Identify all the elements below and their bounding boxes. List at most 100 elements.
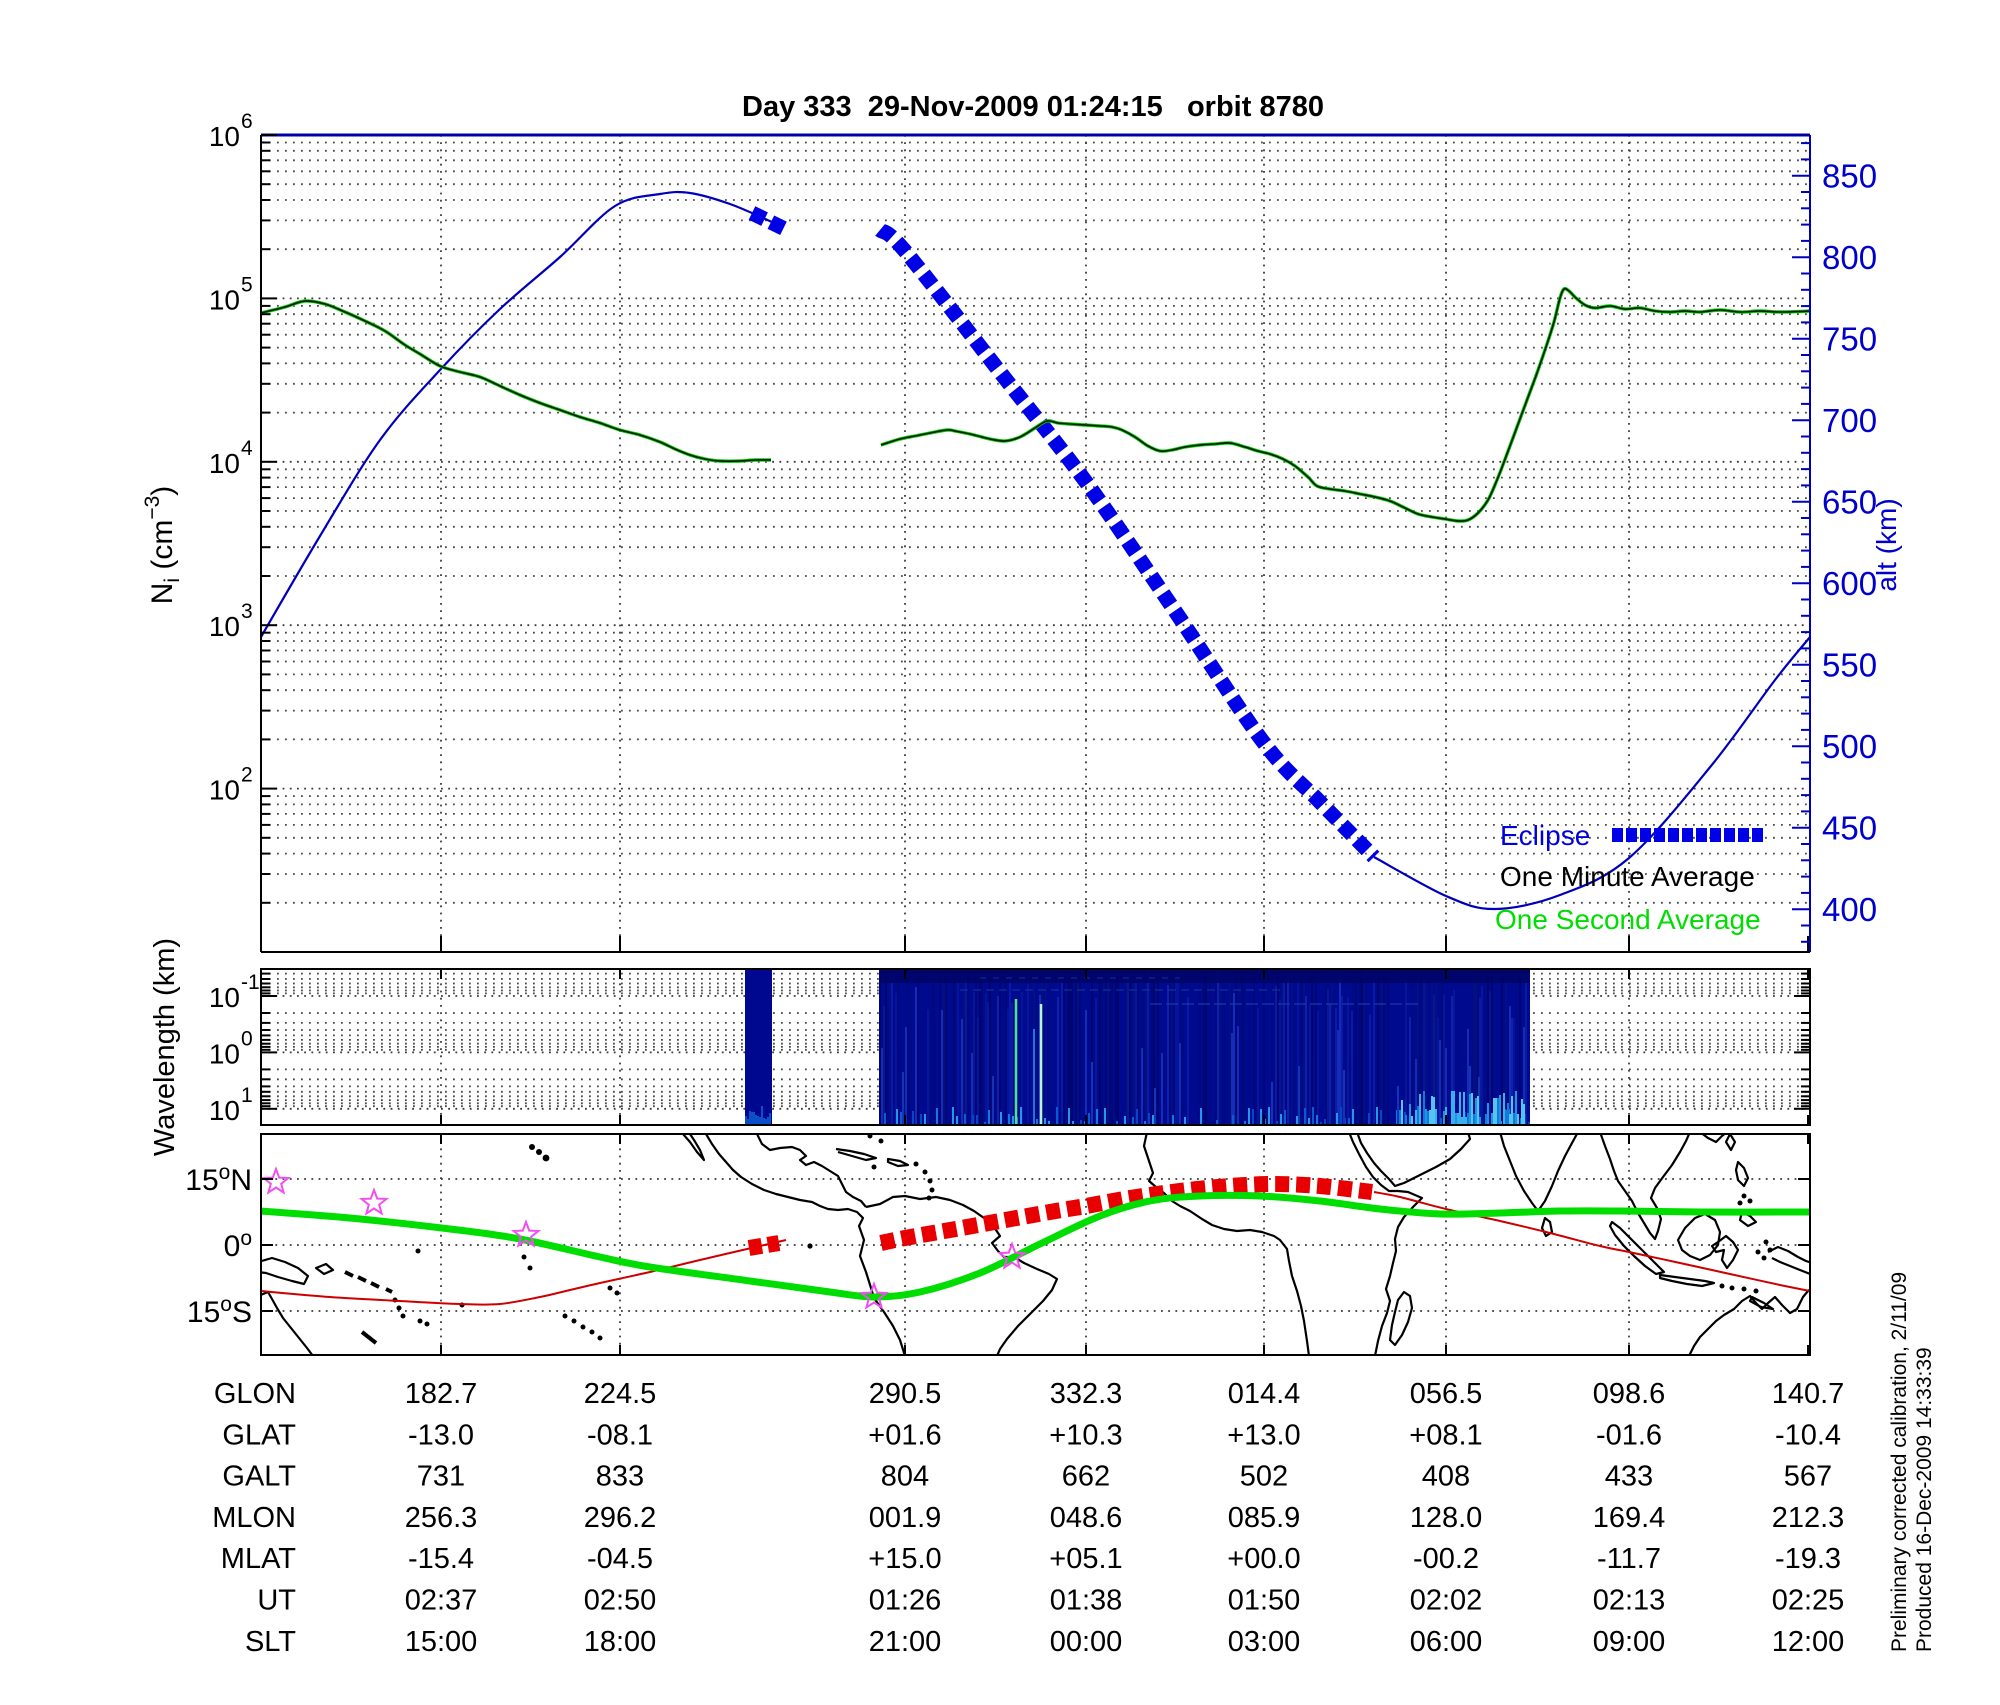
svg-text:048.6: 048.6 bbox=[1050, 1502, 1123, 1534]
svg-text:-11.7: -11.7 bbox=[1597, 1543, 1661, 1575]
svg-text:+15.0: +15.0 bbox=[868, 1543, 941, 1575]
svg-text:10: 10 bbox=[209, 611, 240, 642]
svg-text:6: 6 bbox=[241, 110, 253, 133]
svg-text:001.9: 001.9 bbox=[869, 1502, 942, 1534]
svg-text:12:00: 12:00 bbox=[1772, 1626, 1845, 1658]
svg-text:GLAT: GLAT bbox=[222, 1419, 296, 1451]
svg-text:Preliminary corrected calibrat: Preliminary corrected calibration, 2/11/… bbox=[1888, 1272, 1911, 1652]
svg-text:01:38: 01:38 bbox=[1050, 1585, 1123, 1617]
svg-text:650: 650 bbox=[1822, 484, 1877, 521]
svg-text:+01.6: +01.6 bbox=[868, 1419, 941, 1451]
svg-text:MLON: MLON bbox=[212, 1502, 296, 1534]
svg-text:02:37: 02:37 bbox=[405, 1585, 478, 1617]
svg-text:2: 2 bbox=[241, 764, 253, 787]
svg-text:18:00: 18:00 bbox=[584, 1626, 657, 1658]
svg-text:0: 0 bbox=[241, 1027, 253, 1050]
svg-text:02:13: 02:13 bbox=[1593, 1585, 1666, 1617]
svg-text:GALT: GALT bbox=[222, 1461, 296, 1493]
svg-text:850: 850 bbox=[1822, 158, 1877, 195]
svg-text:09:00: 09:00 bbox=[1593, 1626, 1666, 1658]
svg-text:SLT: SLT bbox=[245, 1626, 296, 1658]
svg-text:-13.0: -13.0 bbox=[408, 1419, 474, 1451]
svg-text:014.4: 014.4 bbox=[1228, 1378, 1301, 1410]
svg-text:15:00: 15:00 bbox=[405, 1626, 478, 1658]
svg-text:140.7: 140.7 bbox=[1772, 1378, 1845, 1410]
svg-text:-08.1: -08.1 bbox=[587, 1419, 653, 1451]
svg-text:450: 450 bbox=[1822, 810, 1877, 847]
svg-text:10: 10 bbox=[209, 775, 240, 806]
svg-text:-01.6: -01.6 bbox=[1596, 1419, 1662, 1451]
svg-text:-19.3: -19.3 bbox=[1775, 1543, 1841, 1575]
svg-text:212.3: 212.3 bbox=[1772, 1502, 1845, 1534]
svg-text:290.5: 290.5 bbox=[869, 1378, 942, 1410]
svg-text:332.3: 332.3 bbox=[1050, 1378, 1123, 1410]
svg-text:10: 10 bbox=[209, 1095, 240, 1126]
svg-text:10: 10 bbox=[209, 284, 240, 315]
svg-text:10: 10 bbox=[209, 121, 240, 152]
svg-text:06:00: 06:00 bbox=[1410, 1626, 1483, 1658]
svg-text:15oS: 15oS bbox=[187, 1293, 252, 1329]
svg-text:502: 502 bbox=[1240, 1461, 1288, 1493]
svg-text:662: 662 bbox=[1062, 1461, 1110, 1493]
svg-text:804: 804 bbox=[881, 1461, 929, 1493]
svg-text:GLON: GLON bbox=[214, 1378, 296, 1410]
svg-text:056.5: 056.5 bbox=[1410, 1378, 1483, 1410]
svg-text:02:02: 02:02 bbox=[1410, 1585, 1483, 1617]
svg-text:3: 3 bbox=[241, 600, 253, 623]
svg-text:+10.3: +10.3 bbox=[1049, 1419, 1122, 1451]
svg-text:Day 333 29-Nov-2009 01:24:15: Day 333 29-Nov-2009 01:24:15 orbit 8780 bbox=[742, 91, 1324, 123]
svg-text:500: 500 bbox=[1822, 728, 1877, 765]
svg-text:4: 4 bbox=[241, 437, 253, 460]
svg-text:+00.0: +00.0 bbox=[1227, 1543, 1300, 1575]
svg-text:Eclipse: Eclipse bbox=[1500, 820, 1590, 851]
svg-text:400: 400 bbox=[1822, 891, 1877, 928]
svg-text:1: 1 bbox=[241, 1084, 253, 1107]
svg-text:-00.2: -00.2 bbox=[1413, 1543, 1479, 1575]
svg-text:296.2: 296.2 bbox=[584, 1502, 657, 1534]
svg-text:256.3: 256.3 bbox=[405, 1502, 478, 1534]
svg-text:-1: -1 bbox=[241, 971, 260, 994]
svg-text:-15.4: -15.4 bbox=[408, 1543, 474, 1575]
svg-text:One Minute Average: One Minute Average bbox=[1500, 861, 1755, 892]
svg-text:15oN: 15oN bbox=[185, 1161, 252, 1197]
svg-text:01:50: 01:50 bbox=[1228, 1585, 1301, 1617]
svg-text:5: 5 bbox=[241, 273, 253, 296]
svg-text:02:25: 02:25 bbox=[1772, 1585, 1845, 1617]
svg-text:731: 731 bbox=[417, 1461, 465, 1493]
svg-text:10: 10 bbox=[209, 982, 240, 1013]
svg-text:Ni (cm−3): Ni (cm−3) bbox=[141, 486, 184, 605]
svg-text:550: 550 bbox=[1822, 647, 1877, 684]
svg-text:One Second Average: One Second Average bbox=[1495, 904, 1761, 935]
svg-text:21:00: 21:00 bbox=[869, 1626, 942, 1658]
svg-text:Produced 16-Dec-2009 14:33:39: Produced 16-Dec-2009 14:33:39 bbox=[1913, 1347, 1936, 1652]
svg-text:+08.1: +08.1 bbox=[1409, 1419, 1482, 1451]
svg-text:00:00: 00:00 bbox=[1050, 1626, 1123, 1658]
svg-text:600: 600 bbox=[1822, 565, 1877, 602]
svg-text:10: 10 bbox=[209, 1038, 240, 1069]
svg-text:-04.5: -04.5 bbox=[587, 1543, 653, 1575]
svg-text:10: 10 bbox=[209, 448, 240, 479]
svg-text:433: 433 bbox=[1605, 1461, 1653, 1493]
svg-text:UT: UT bbox=[257, 1585, 296, 1617]
svg-text:-10.4: -10.4 bbox=[1775, 1419, 1841, 1451]
svg-text:128.0: 128.0 bbox=[1410, 1502, 1483, 1534]
svg-text:408: 408 bbox=[1422, 1461, 1470, 1493]
svg-text:+05.1: +05.1 bbox=[1049, 1543, 1122, 1575]
svg-text:03:00: 03:00 bbox=[1228, 1626, 1301, 1658]
svg-text:Wavelength (km): Wavelength (km) bbox=[149, 938, 181, 1156]
svg-text:02:50: 02:50 bbox=[584, 1585, 657, 1617]
svg-text:085.9: 085.9 bbox=[1228, 1502, 1301, 1534]
svg-text:098.6: 098.6 bbox=[1593, 1378, 1666, 1410]
svg-text:MLAT: MLAT bbox=[221, 1543, 296, 1575]
svg-text:567: 567 bbox=[1784, 1461, 1832, 1493]
svg-text:+13.0: +13.0 bbox=[1227, 1419, 1300, 1451]
svg-text:800: 800 bbox=[1822, 239, 1877, 276]
svg-text:750: 750 bbox=[1822, 321, 1877, 358]
svg-text:182.7: 182.7 bbox=[405, 1378, 478, 1410]
svg-text:alt (km): alt (km) bbox=[1871, 498, 1902, 591]
svg-text:833: 833 bbox=[596, 1461, 644, 1493]
svg-text:169.4: 169.4 bbox=[1593, 1502, 1666, 1534]
svg-text:01:26: 01:26 bbox=[869, 1585, 942, 1617]
svg-text:700: 700 bbox=[1822, 402, 1877, 439]
svg-text:224.5: 224.5 bbox=[584, 1378, 657, 1410]
